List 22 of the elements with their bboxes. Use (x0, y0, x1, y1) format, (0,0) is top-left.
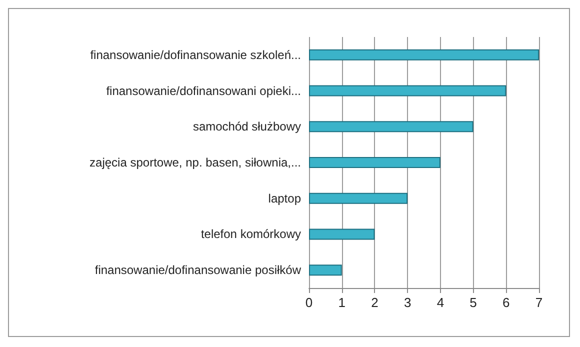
bar (309, 49, 539, 60)
x-tick-label: 5 (470, 295, 477, 310)
y-tick-label: finansowanie/dofinansowani opieki... (106, 84, 301, 98)
x-tick-label: 1 (338, 295, 346, 310)
x-tick-label: 3 (404, 295, 412, 310)
y-tick-label: telefon komórkowy (200, 227, 301, 242)
y-tick-label: finansowanie/dofinansowanie szkoleń... (90, 48, 301, 62)
y-tick-label: laptop (268, 191, 302, 206)
bar (309, 264, 342, 276)
x-tick-label: 0 (305, 295, 313, 310)
x-tick-label: 2 (371, 295, 378, 310)
x-tick-label: 7 (535, 295, 543, 310)
bar (309, 121, 474, 132)
y-tick-label: zajęcia sportowe, np. basen, siłownia,... (90, 156, 301, 170)
x-tick-label: 6 (502, 295, 510, 310)
x-tick-label: 4 (436, 295, 444, 310)
bar (309, 192, 408, 204)
y-tick-label: samochód służbowy (192, 120, 301, 134)
bar (309, 85, 506, 96)
y-tick-label: finansowanie/dofinansowanie posiłków (94, 263, 302, 278)
bar (309, 157, 440, 168)
bar (309, 228, 375, 240)
